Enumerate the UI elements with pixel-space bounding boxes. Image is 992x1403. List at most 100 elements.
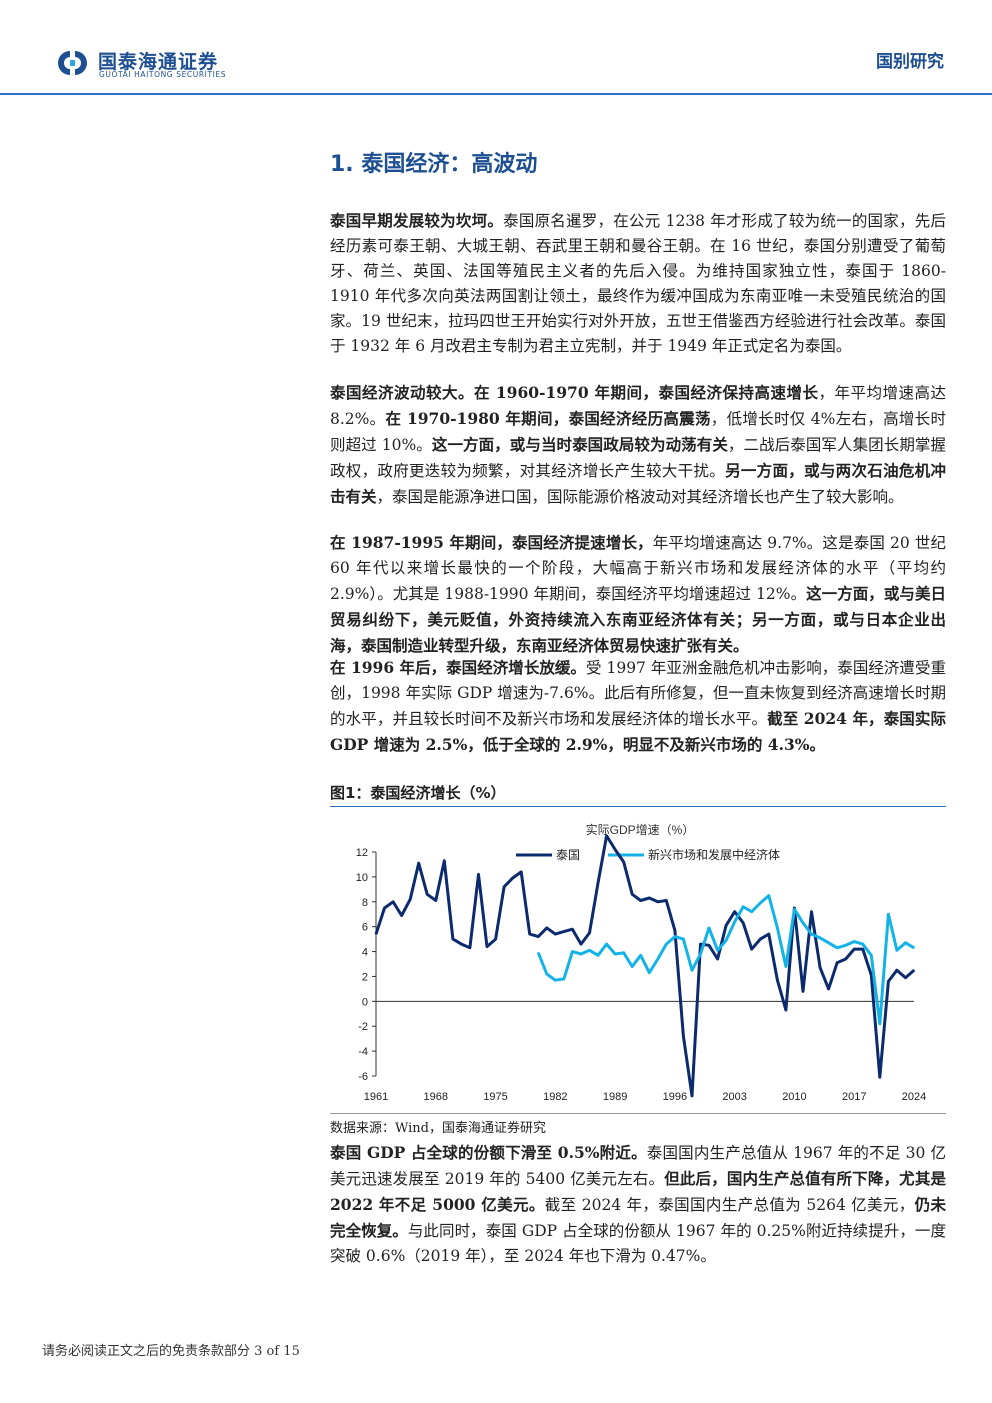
data-point	[870, 954, 873, 957]
data-point	[759, 938, 762, 940]
data-point	[639, 954, 642, 957]
x-tick-label: 1968	[424, 1091, 448, 1103]
chart-axes: 12 10 8 6 4 2 0 -2 -4 -6 1961 1968 1975 1982 1989 1996 2…	[356, 847, 926, 1103]
data-point	[768, 894, 770, 897]
y-tick-label: -4	[358, 1046, 368, 1058]
y-tick-label: 12	[356, 847, 368, 859]
paragraph-acceleration: 在 1987-1995 年期间，泰国经济提速增长，年平均增速高达 9.7%。这是…	[330, 530, 946, 659]
data-point	[887, 980, 890, 983]
text-run: 泰国国内生产总值从 1967 年的不足 30 亿美元迅速发展至 2019 年的 …	[330, 1144, 946, 1188]
data-point	[733, 910, 736, 913]
bold-text-run: 但此后，国内生产总值有所下降，尤其是 2022 年不足 5000 亿美元。	[330, 1169, 946, 1214]
data-point	[571, 928, 574, 930]
data-point	[665, 943, 668, 945]
x-tick-label: 1982	[543, 1091, 567, 1103]
x-tick-label: 1996	[663, 1091, 687, 1103]
data-point	[716, 958, 719, 960]
data-point	[452, 938, 454, 940]
data-point	[844, 958, 847, 960]
data-point	[622, 952, 625, 954]
data-point	[545, 973, 548, 975]
y-tick-label: 8	[362, 897, 368, 909]
company-name: 国泰海通证券	[98, 51, 219, 73]
data-point	[708, 927, 710, 929]
data-point	[605, 835, 608, 837]
data-point	[597, 954, 599, 957]
data-point	[469, 947, 471, 949]
data-point	[614, 848, 616, 851]
data-point	[554, 979, 557, 981]
data-point	[793, 908, 796, 911]
legend-label: 新兴市场和发展中经济体	[648, 847, 780, 862]
chart-title: 实际GDP增速（%）	[586, 822, 695, 837]
data-point	[580, 943, 582, 945]
data-point	[665, 899, 668, 902]
data-point	[537, 935, 540, 938]
data-point	[785, 1009, 787, 1011]
bold-text-run: 在 1996 年后，泰国经济增长放缓。	[330, 658, 586, 677]
x-tick-label: 2017	[842, 1091, 866, 1103]
data-point	[622, 861, 625, 863]
y-tick-label: 0	[362, 996, 368, 1008]
data-point	[725, 924, 727, 927]
data-point	[597, 882, 599, 884]
x-tick-label: 2010	[782, 1091, 806, 1103]
x-tick-label: 2024	[902, 1091, 926, 1103]
data-point	[802, 922, 804, 924]
data-point	[896, 969, 898, 972]
chart-series	[374, 834, 915, 1098]
data-point	[750, 948, 753, 950]
data-point	[580, 953, 582, 955]
bold-text-run: 泰国经济波动较大。在 1960-1970 年期间，泰国经济保持高速增长	[330, 383, 819, 402]
data-point	[844, 944, 847, 947]
data-point	[520, 871, 522, 873]
y-tick-label: 4	[362, 947, 368, 959]
data-point	[819, 966, 821, 969]
figure-bottom-divider	[330, 1113, 946, 1114]
data-point	[836, 961, 838, 964]
data-point	[674, 935, 676, 938]
x-tick-label: 1975	[483, 1091, 507, 1103]
data-point	[503, 886, 505, 888]
data-point	[494, 938, 497, 940]
data-point	[614, 953, 616, 955]
figure-title: 图1：泰国经济增长（%）	[330, 784, 506, 802]
data-point	[913, 969, 915, 972]
paragraph-early-history: 泰国早期发展较为坎坷。泰国原名暹罗，在公元 1238 年才形成了较为统一的国家，…	[330, 208, 946, 359]
data-point	[682, 938, 685, 940]
data-point	[819, 937, 821, 939]
data-point	[913, 947, 915, 949]
data-point	[827, 942, 830, 944]
data-point	[588, 949, 591, 952]
bold-text-run: 这一方面，或与当时泰国政局较为动荡有关	[431, 435, 728, 454]
paragraph-volatility: 泰国经济波动较大。在 1960-1970 年期间，泰国经济保持高速增长，年平均增…	[330, 380, 946, 510]
data-point	[759, 902, 762, 904]
data-point	[545, 927, 548, 929]
figure-source: 数据来源：Wind，国泰海通证券研究	[330, 1121, 546, 1136]
data-point	[810, 933, 813, 935]
data-point	[776, 927, 779, 929]
data-point	[443, 859, 446, 862]
paragraph-slowdown: 在 1996 年后，泰国经济增长放缓。受 1997 年亚洲金融危机冲击影响，泰国…	[330, 655, 946, 758]
text-run: 泰国原名暹罗，在公元 1238 年才形成了较为统一的国家，先后经历素可泰王朝、大…	[330, 212, 946, 355]
data-point	[639, 899, 642, 902]
y-tick-label: -6	[358, 1071, 368, 1083]
data-point	[477, 873, 480, 876]
data-point	[691, 969, 693, 972]
bold-text-run: 截至 2024 年，泰国实际 GDP 增速为 2.5%，低于全球的 2.9%，明…	[330, 709, 946, 754]
data-point	[725, 939, 727, 942]
data-point	[699, 953, 702, 955]
data-point	[392, 900, 394, 903]
data-point	[708, 944, 710, 947]
data-point	[853, 948, 856, 950]
data-point	[460, 943, 463, 945]
paragraph-gdp-share: 泰国 GDP 占全球的份额下滑至 0.5%附近。泰国国内生产总值从 1967 年…	[330, 1140, 946, 1269]
y-tick-label: -2	[358, 1021, 368, 1033]
y-tick-label: 10	[356, 872, 368, 884]
data-point	[733, 920, 736, 923]
bold-text-run: 泰国 GDP 占全球的份额下滑至 0.5%附近。	[330, 1143, 647, 1162]
data-point	[904, 976, 907, 979]
text-run: 与此同时，泰国 GDP 占全球的份额从 1967 年的 0.25%附近持续提升，…	[330, 1222, 946, 1265]
data-point	[563, 930, 565, 933]
legend-label: 泰国	[556, 848, 580, 862]
